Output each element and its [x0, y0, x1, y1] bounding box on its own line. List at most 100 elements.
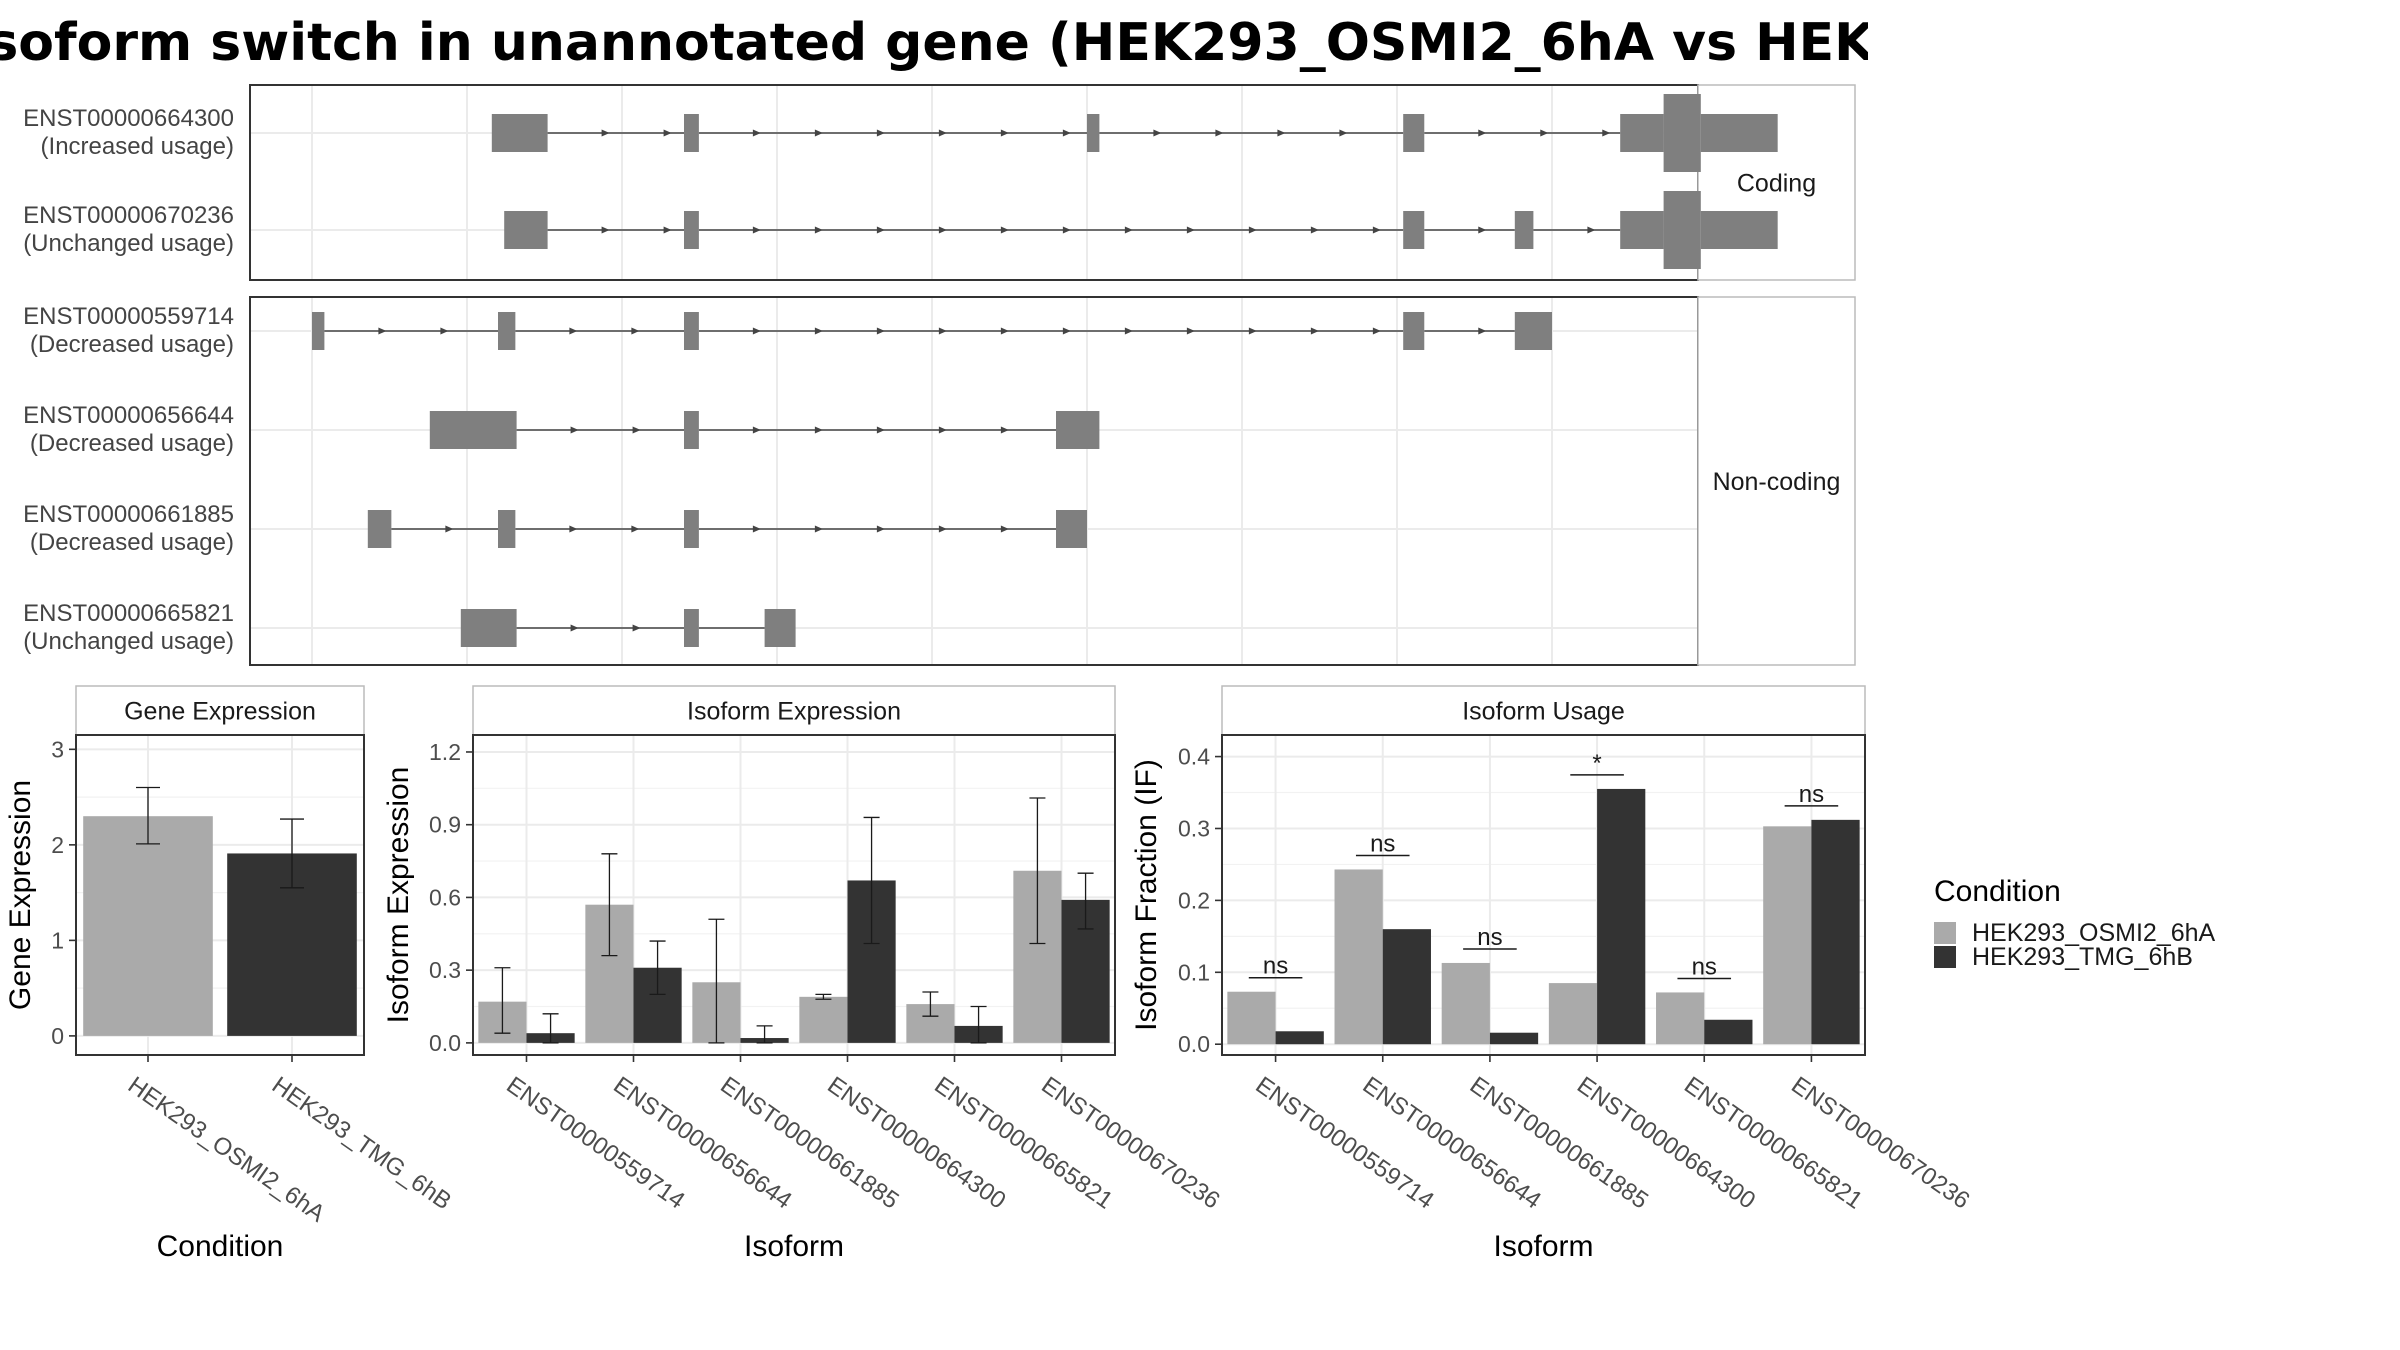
transcript-usage-label: (Unchanged usage): [23, 628, 234, 655]
x-tick-label: ENST00000559714: [1251, 1072, 1439, 1215]
y-axis-title: Isoform Expression: [382, 767, 415, 1024]
bar: [1656, 992, 1705, 1045]
chart-plot-bg: [1222, 735, 1865, 1055]
intron-arrow: [876, 525, 885, 533]
significance-label: ns: [1692, 953, 1717, 980]
exon-block: [367, 510, 392, 548]
significance-label: ns: [1263, 953, 1288, 980]
chart-title: Gene Expression: [124, 698, 316, 726]
intron-arrow: [1310, 327, 1319, 335]
intron-arrow: [814, 129, 823, 137]
exon-block: [1663, 191, 1701, 269]
exon-block: [1514, 211, 1534, 249]
y-tick-label: 0.1: [1178, 959, 1210, 985]
intron-arrow: [1372, 327, 1381, 335]
exon-block: [1403, 312, 1425, 350]
exon-block: [684, 510, 699, 548]
intron-arrow: [938, 426, 947, 434]
y-axis-title: Gene Expression: [4, 780, 37, 1010]
y-tick-label: 0.3: [429, 957, 461, 983]
intron-arrow: [1062, 129, 1071, 137]
intron-arrow: [1000, 327, 1009, 335]
exon-block: [1056, 411, 1100, 449]
chart-title: Isoform Expression: [687, 698, 901, 726]
exon-block: [491, 114, 548, 152]
intron-arrow: [938, 129, 947, 137]
intron-arrow: [1339, 129, 1348, 137]
intron-arrow: [752, 525, 761, 533]
legend-title: Condition: [1934, 875, 2061, 908]
intron-arrow: [876, 327, 885, 335]
intron-arrow: [1277, 129, 1286, 137]
exon-block: [312, 312, 325, 350]
exon-block: [1514, 312, 1552, 350]
intron-arrow: [1587, 226, 1596, 234]
intron-arrow: [601, 129, 610, 137]
significance-label: ns: [1477, 924, 1502, 951]
exon-block: [460, 609, 517, 647]
legend-label: HEK293_TMG_6hB: [1972, 943, 2193, 971]
gene-expression-chart: Gene Expression0123HEK293_OSMI2_6hAHEK29…: [4, 685, 456, 1263]
intron-arrow: [1124, 327, 1133, 335]
x-axis-title: Condition: [157, 1230, 284, 1263]
intron-arrow: [752, 129, 761, 137]
intron-arrow: [1602, 129, 1611, 137]
intron-arrow: [1062, 226, 1071, 234]
isoform-expression-chart: Isoform Expression 0.0 0.3 0.6 0.9 1.2 ENST000…: [382, 685, 1225, 1263]
intron-arrow: [938, 525, 947, 533]
intron-arrow: [632, 426, 641, 434]
intron-arrow: [631, 327, 640, 335]
x-tick-label: ENST00000664300: [822, 1072, 1010, 1215]
intron-arrow: [1153, 129, 1162, 137]
exon-block: [684, 114, 699, 152]
transcript-id-label: ENST00000559714: [23, 303, 234, 330]
transcript-usage-label: (Decreased usage): [30, 529, 234, 556]
significance-label: ns: [1370, 830, 1395, 857]
intron-arrow: [632, 624, 641, 632]
x-tick-label: ENST00000656644: [608, 1072, 796, 1215]
intron-arrow: [570, 624, 579, 632]
chart-plot-border: [1221, 734, 1866, 1056]
chart-strip: [1221, 685, 1866, 736]
intron-arrow: [1124, 226, 1133, 234]
transcript-usage-label: (Increased usage): [41, 133, 234, 160]
transcript-structure-panel: Coding ENST00000664300(Increased usage) EN…: [23, 84, 1856, 666]
intron-arrow: [752, 327, 761, 335]
y-tick-label: 0.3: [1178, 815, 1210, 841]
y-axis-title: Isoform Fraction (IF): [1130, 759, 1163, 1031]
intron-arrow: [601, 226, 610, 234]
intron-arrow: [1540, 129, 1549, 137]
x-tick-label: ENST00000670236: [1036, 1072, 1224, 1215]
legend-swatch: [1934, 922, 1956, 944]
transcript-usage-label: (Decreased usage): [30, 430, 234, 457]
exon-block: [684, 312, 699, 350]
isoform-usage-chart: Isoform Usage 0.0 0.1 0.2 0.3 0.4 ns ns ns * ns ns E…: [1130, 685, 1975, 1263]
transcript-id-label: ENST00000664300: [23, 105, 234, 132]
exon-block: [1403, 211, 1425, 249]
intron-arrow: [378, 327, 387, 335]
exon-block: [1087, 114, 1100, 152]
intron-arrow: [876, 129, 885, 137]
x-axis-title: Isoform: [744, 1230, 844, 1263]
bar: [1597, 788, 1646, 1045]
intron-arrow: [876, 426, 885, 434]
intron-arrow: [1000, 129, 1009, 137]
x-tick-label: ENST00000661885: [1465, 1072, 1653, 1215]
intron-arrow: [1478, 226, 1487, 234]
bar: [83, 816, 213, 1036]
exon-block: [498, 510, 516, 548]
transcript-id-label: ENST00000656644: [23, 402, 234, 429]
facet-strip: [1697, 296, 1856, 666]
legend-swatch: [1934, 946, 1956, 968]
intron-arrow: [1372, 226, 1381, 234]
intron-arrow: [1310, 226, 1319, 234]
intron-arrow: [752, 226, 761, 234]
page-title: Isoform switch in unannotated gene (HEK2…: [0, 13, 1868, 73]
bar: [1441, 962, 1490, 1045]
exon-block: [684, 609, 699, 647]
intron-arrow: [814, 525, 823, 533]
y-tick-label: 0.2: [1178, 887, 1210, 913]
y-tick-label: 0.0: [429, 1030, 461, 1056]
